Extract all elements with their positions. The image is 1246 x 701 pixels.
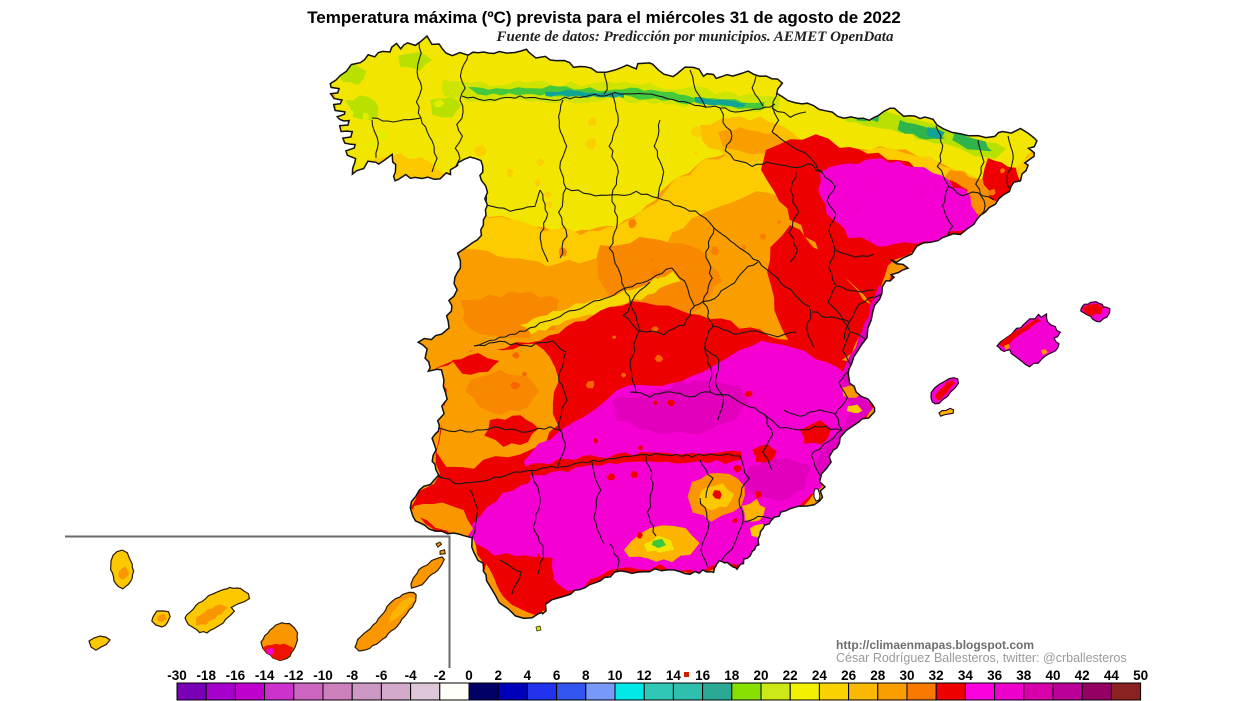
svg-text:38: 38: [1016, 668, 1032, 683]
svg-text:22: 22: [783, 668, 798, 683]
svg-text:20: 20: [753, 668, 768, 683]
svg-text:-14: -14: [255, 668, 275, 683]
svg-text:42: 42: [1075, 668, 1090, 683]
svg-text:10: 10: [607, 668, 622, 683]
svg-text:-10: -10: [313, 668, 333, 683]
svg-text:-18: -18: [196, 668, 216, 683]
svg-text:28: 28: [870, 668, 886, 683]
svg-text:-4: -4: [405, 668, 417, 683]
svg-text:30: 30: [899, 668, 914, 683]
svg-text:16: 16: [695, 668, 711, 683]
svg-text:-2: -2: [434, 668, 446, 683]
svg-text:-8: -8: [346, 668, 358, 683]
svg-text:0: 0: [465, 668, 473, 683]
svg-text:12: 12: [637, 668, 652, 683]
svg-text:34: 34: [958, 668, 974, 683]
svg-text:36: 36: [987, 668, 1003, 683]
svg-text:César Rodríguez Ballesteros, t: César Rodríguez Ballesteros, twitter: @c…: [836, 651, 1127, 665]
svg-text:-30: -30: [167, 668, 187, 683]
svg-text:-12: -12: [284, 668, 304, 683]
svg-text:Fuente de datos: Predicción po: Fuente de datos: Predicción por municipi…: [496, 29, 894, 45]
svg-text:2: 2: [494, 668, 502, 683]
svg-text:18: 18: [724, 668, 740, 683]
svg-text:4: 4: [524, 668, 532, 683]
svg-text:32: 32: [929, 668, 944, 683]
svg-text:Temperatura máxima (ºC) previs: Temperatura máxima (ºC) prevista para el…: [307, 8, 901, 27]
svg-text:24: 24: [812, 668, 828, 683]
svg-text:14: 14: [666, 668, 682, 683]
svg-text:8: 8: [582, 668, 590, 683]
svg-text:26: 26: [841, 668, 857, 683]
svg-text:44: 44: [1104, 668, 1120, 683]
svg-text:50: 50: [1133, 668, 1148, 683]
svg-text:-16: -16: [226, 668, 246, 683]
svg-text:http://climaenmapas.blogspot.c: http://climaenmapas.blogspot.com: [836, 638, 1034, 652]
svg-text:40: 40: [1045, 668, 1060, 683]
svg-text:6: 6: [553, 668, 561, 683]
svg-text:-6: -6: [375, 668, 387, 683]
